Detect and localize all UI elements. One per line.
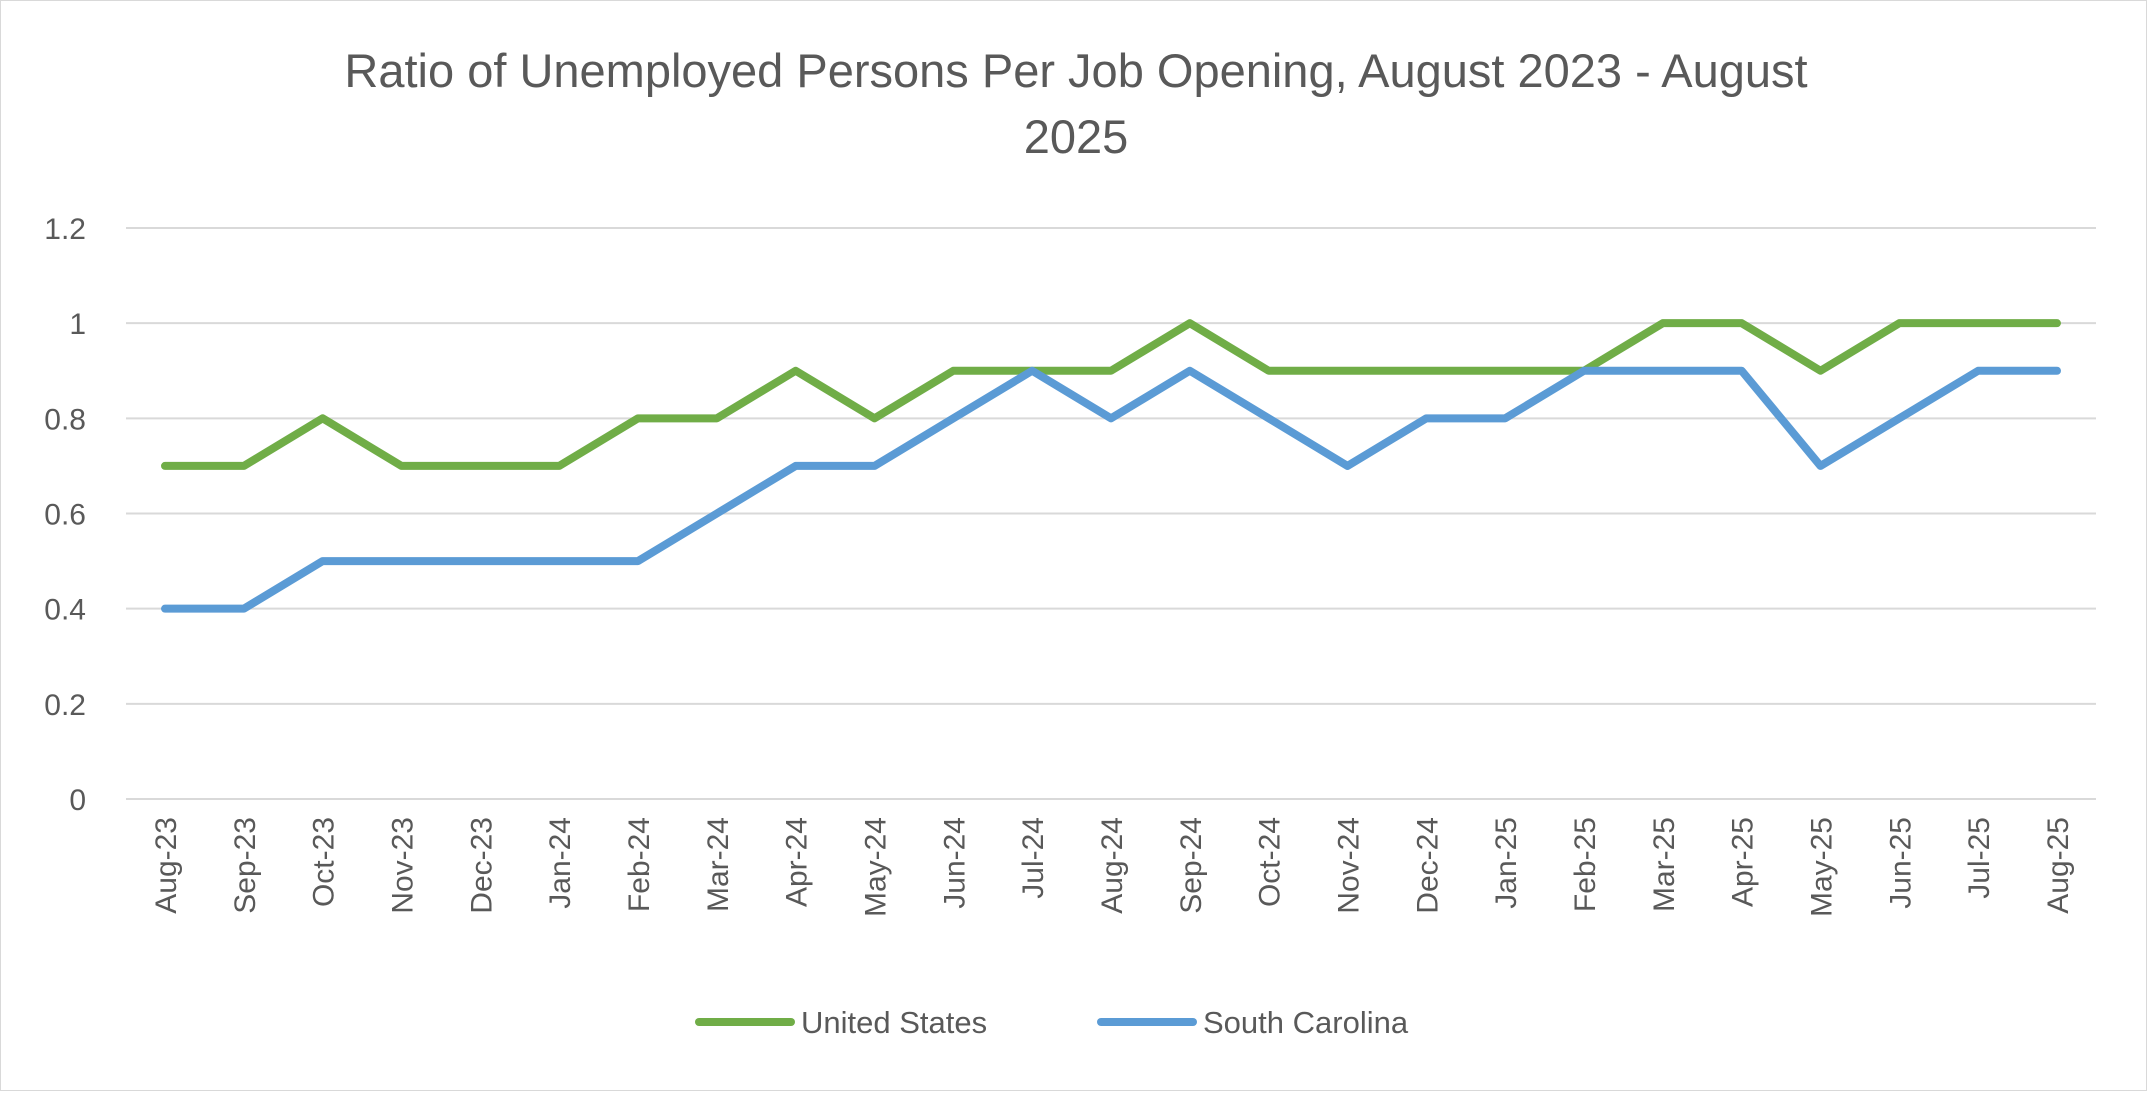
x-tick-label: Jun-25 bbox=[1884, 817, 1917, 909]
y-tick-label: 1.2 bbox=[44, 213, 86, 246]
x-tick-label: Jan-25 bbox=[1490, 817, 1523, 909]
x-tick-label: Jan-24 bbox=[544, 817, 577, 909]
x-tick-label: Sep-23 bbox=[229, 817, 262, 914]
x-tick-label: Jun-24 bbox=[938, 817, 971, 909]
y-tick-label: 0.8 bbox=[44, 403, 86, 436]
y-tick-label: 0 bbox=[69, 784, 86, 817]
legend-label: South Carolina bbox=[1203, 1005, 1409, 1040]
series-line-south-carolina bbox=[161, 366, 2061, 613]
legend-item: United States bbox=[695, 1005, 987, 1040]
y-tick-label: 0.6 bbox=[44, 499, 86, 532]
x-tick-label: Apr-24 bbox=[781, 817, 814, 907]
x-tick-label: Mar-25 bbox=[1648, 817, 1681, 912]
x-tick-label: May-25 bbox=[1806, 817, 1839, 917]
x-tick-label: Jul-24 bbox=[1017, 817, 1050, 899]
x-tick-label: Nov-23 bbox=[387, 817, 420, 914]
chart-title-line-2: 2025 bbox=[1024, 110, 1129, 163]
x-tick-label: Aug-25 bbox=[2042, 817, 2075, 914]
x-tick-label: Dec-23 bbox=[465, 817, 498, 914]
x-tick-label: Oct-24 bbox=[1254, 817, 1287, 907]
x-tick-label: Nov-24 bbox=[1333, 817, 1366, 914]
x-tick-label: Sep-24 bbox=[1175, 817, 1208, 914]
x-tick-label: Mar-24 bbox=[702, 817, 735, 912]
x-tick-label: May-24 bbox=[860, 817, 893, 917]
x-tick-label: Aug-23 bbox=[150, 817, 183, 914]
y-tick-label: 0.2 bbox=[44, 689, 86, 722]
y-tick-label: 0.4 bbox=[44, 594, 86, 627]
x-tick-label: Feb-24 bbox=[623, 817, 656, 912]
x-tick-label: Apr-25 bbox=[1727, 817, 1760, 907]
x-tick-label: Jul-25 bbox=[1963, 817, 1996, 899]
y-tick-label: 1 bbox=[69, 308, 86, 341]
x-tick-label: Oct-23 bbox=[308, 817, 341, 907]
legend-label: United States bbox=[801, 1005, 987, 1040]
legend-item: South Carolina bbox=[1097, 1005, 1409, 1040]
series-line-united-states bbox=[161, 319, 2061, 470]
x-tick-label: Feb-25 bbox=[1569, 817, 1602, 912]
x-tick-label: Aug-24 bbox=[1096, 817, 1129, 914]
x-tick-label: Dec-24 bbox=[1411, 817, 1444, 914]
chart-title-line-1: Ratio of Unemployed Persons Per Job Open… bbox=[344, 44, 1807, 97]
